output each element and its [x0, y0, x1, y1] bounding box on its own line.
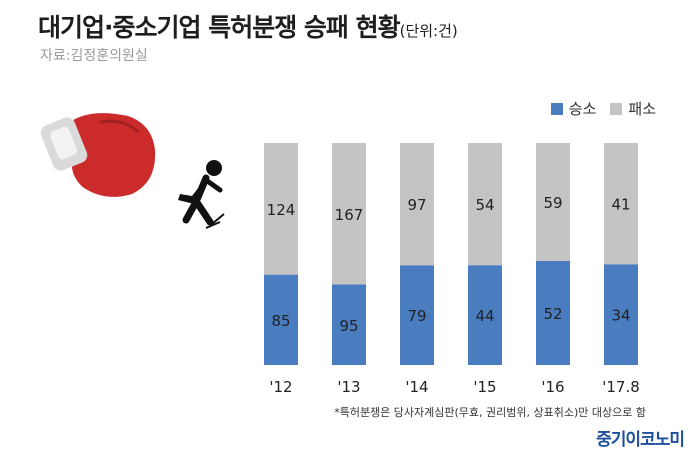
legend-item-loss: 패소 — [610, 98, 656, 119]
bar-loss-5 — [604, 143, 638, 265]
brand-logo-text: 중기이코노미 — [596, 430, 685, 450]
legend-label-loss: 패소 — [628, 100, 656, 118]
x-tick-label-5: '17.8 — [602, 378, 640, 396]
x-tick-label-3: '15 — [473, 378, 496, 396]
label-win-5: 34 — [611, 307, 630, 325]
label-loss-1: 167 — [335, 206, 364, 224]
bar-win-5 — [604, 264, 638, 365]
x-tick-label-4: '16 — [541, 378, 564, 396]
bar-win-2 — [400, 265, 434, 365]
bar-win-0 — [264, 274, 298, 365]
label-loss-0: 124 — [267, 201, 296, 219]
bar-loss-2 — [400, 143, 434, 266]
chart-title: 대기업·중소기업 특허분쟁 승패 현황 — [38, 13, 401, 42]
legend-swatch-loss — [610, 102, 623, 115]
label-win-0: 85 — [271, 312, 290, 330]
bar-win-1 — [332, 284, 366, 365]
source-label: 자료:김정훈의원실 — [40, 48, 148, 64]
falling-person-icon — [178, 160, 225, 229]
legend-item-win: 승소 — [550, 98, 597, 119]
chart-title-block: 대기업·중소기업 특허분쟁 승패 현황(단위:건) — [38, 8, 458, 44]
x-tick-label-1: '13 — [337, 378, 360, 396]
bar-loss-0 — [264, 143, 298, 275]
footnote: *특허분쟁은 당사자계심판(무효, 권리범위, 상표취소)만 대상으로 함 — [334, 406, 646, 419]
label-win-2: 79 — [407, 307, 426, 325]
legend-swatch-win — [550, 102, 563, 115]
label-win-1: 95 — [339, 317, 358, 335]
label-loss-5: 41 — [611, 196, 630, 214]
bar-loss-4 — [536, 143, 570, 261]
label-loss-3: 54 — [475, 196, 494, 214]
bar-win-4 — [536, 261, 570, 365]
x-tick-label-0: '12 — [269, 378, 292, 396]
boxing-glove-icon — [40, 113, 156, 197]
unit-label: (단위:건) — [399, 22, 458, 40]
bars-layer: 124 85 '12 167 95 '13 97 79 '14 54 44 '15 59 52 '16 41 3… — [264, 143, 640, 396]
label-loss-2: 97 — [407, 196, 426, 214]
bar-win-3 — [468, 265, 502, 365]
legend-label-win: 승소 — [568, 100, 597, 118]
label-win-4: 52 — [543, 305, 562, 323]
x-tick-label-2: '14 — [405, 378, 428, 396]
label-loss-4: 59 — [543, 194, 562, 212]
legend: 승소 패소 — [537, 98, 656, 119]
bar-loss-1 — [332, 143, 366, 285]
label-win-3: 44 — [475, 307, 494, 325]
bar-loss-3 — [468, 143, 502, 266]
